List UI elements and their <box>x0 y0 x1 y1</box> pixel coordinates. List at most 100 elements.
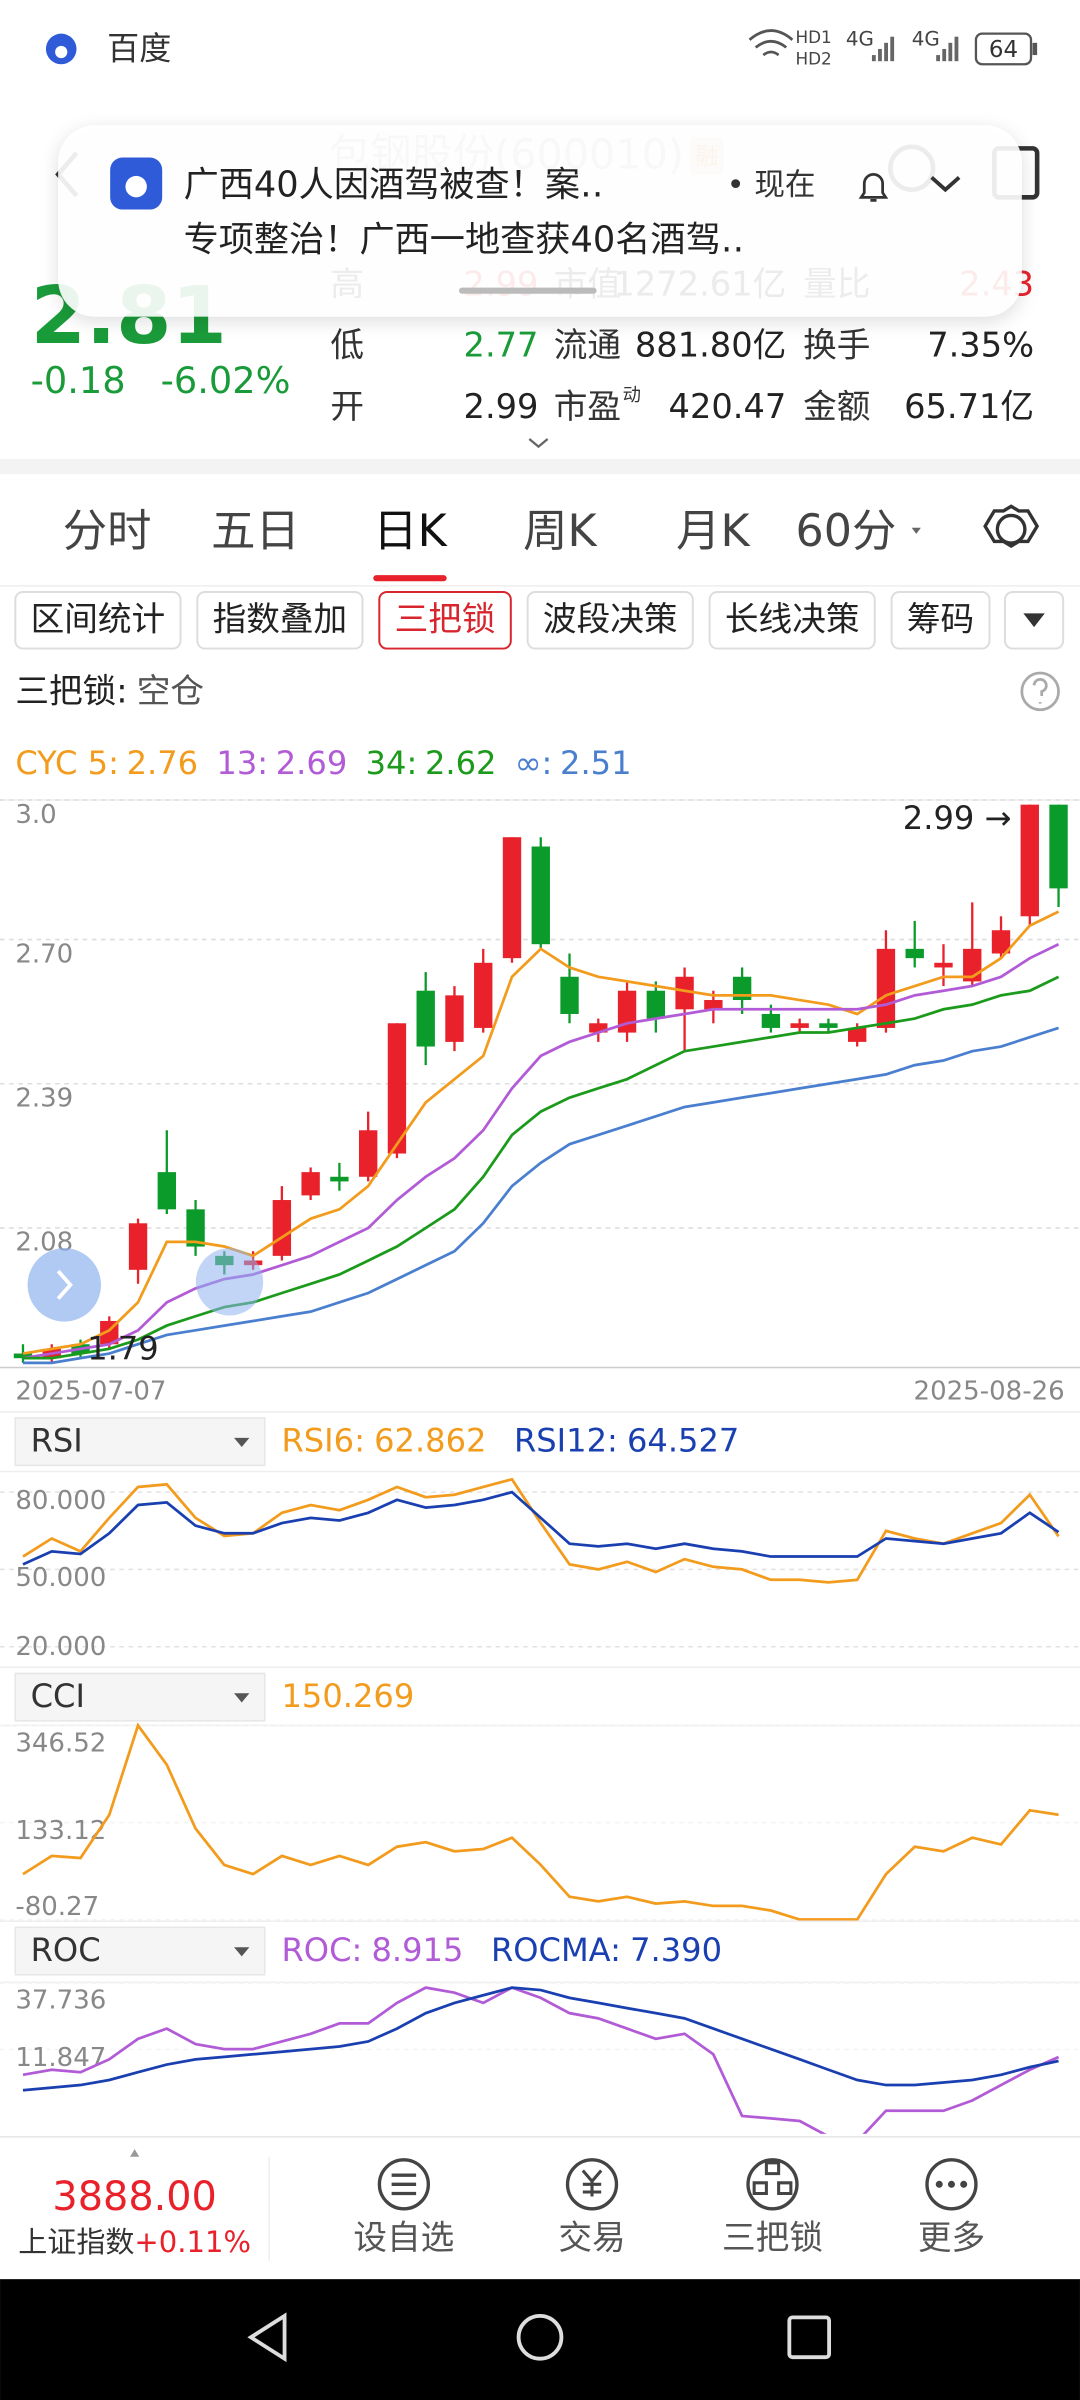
indicator-selector[interactable] <box>14 1417 266 1467</box>
legend-value: 150.269 <box>281 1677 414 1715</box>
stat-label: 换手 <box>803 326 870 365</box>
ma-line <box>22 1026 1059 1365</box>
legend-item: 13: 2.69 <box>216 744 347 782</box>
index-info: 上证指数+0.11% <box>18 2225 251 2259</box>
signal-label: 三把锁: <box>15 671 127 710</box>
float-button[interactable] <box>195 1248 264 1316</box>
candles <box>13 804 1068 1365</box>
y-tick-label: 50.000 <box>15 1563 106 1593</box>
indicator-line <box>22 1490 1060 1566</box>
candle-body <box>186 1209 205 1247</box>
tab-dropdown <box>911 527 921 534</box>
candle-body <box>301 1172 320 1196</box>
side-button-arrow <box>56 1269 73 1300</box>
candle-body <box>531 846 550 945</box>
legend-name: ∞: <box>515 744 553 782</box>
indicator-lines <box>22 1477 1060 1584</box>
legend-name: ROCMA: <box>491 1931 621 1969</box>
x-tick-label: 2025-08-26 <box>914 1376 1065 1406</box>
popup-collapse <box>930 176 961 193</box>
stat-label-sup: 动 <box>623 385 641 406</box>
signal-bar <box>884 42 888 62</box>
side-button[interactable] <box>27 1248 101 1322</box>
legend-value: 2.69 <box>276 744 348 782</box>
wifi-icon <box>748 29 794 57</box>
candle-body <box>387 1023 407 1154</box>
indicator-chip[interactable]: 指数叠加 <box>213 600 348 639</box>
stat-label: 低 <box>330 326 364 365</box>
expand-chevron <box>528 438 549 449</box>
help-icon[interactable] <box>1020 671 1060 712</box>
indicator-chip[interactable]: 长线决策 <box>725 600 860 639</box>
status-indicator: HD1 <box>795 27 831 47</box>
nav-home[interactable] <box>516 2313 564 2361</box>
nav-back[interactable] <box>247 2312 287 2363</box>
indicator-chip[interactable]: 区间统计 <box>31 600 166 639</box>
period-tab[interactable]: 五日 <box>211 506 300 557</box>
nav-icon <box>746 2158 799 2211</box>
indicator-line <box>22 1986 1059 2092</box>
nav-recent[interactable] <box>787 2315 832 2360</box>
indicator-lines <box>22 1986 1060 2134</box>
index-change: +0.11% <box>134 2225 251 2259</box>
nav-glyph <box>391 2173 417 2196</box>
candle-body <box>416 990 435 1047</box>
nav-label[interactable]: 更多 <box>918 2218 985 2257</box>
candle-body <box>330 1176 349 1182</box>
legend-item: RSI12: 64.527 <box>514 1421 739 1459</box>
candle-body <box>991 930 1011 954</box>
nav-icon <box>377 2158 431 2211</box>
period-tab[interactable]: 月K <box>676 506 751 557</box>
period-tab[interactable]: 周K <box>523 506 598 557</box>
indicator-line <box>22 1986 1060 2134</box>
y-tick-label: 37.736 <box>15 1985 106 2015</box>
legend-name: 13: <box>216 744 268 782</box>
battery-tip <box>1032 42 1038 56</box>
status-indicator: 4G <box>912 27 940 50</box>
settings-gear <box>983 504 1040 549</box>
nav-label[interactable]: 设自选 <box>353 2218 454 2257</box>
chip-box <box>526 590 694 650</box>
period-tab[interactable]: 日K <box>373 506 448 557</box>
legend-item: ROC: 8.915 <box>281 1931 463 1969</box>
period-tab[interactable]: 60分 <box>796 506 897 557</box>
legend-name: 34: <box>366 744 418 782</box>
nav-glyph <box>752 2161 793 2196</box>
indicator-chip[interactable]: 三把锁 <box>395 600 496 639</box>
candle-body <box>675 976 694 1010</box>
signal-bar <box>878 48 882 62</box>
selector-arrow <box>234 1947 250 1957</box>
indicator-selector-label: ROC <box>31 1931 101 1969</box>
period-tab[interactable]: 分时 <box>63 506 152 557</box>
stat-value: 2.77 <box>464 326 539 365</box>
legend-item: 34: 2.62 <box>366 744 497 782</box>
y-tick-label: 3.0 <box>15 800 56 830</box>
index-value[interactable]: 3888.00 <box>52 2174 216 2220</box>
app-icon-dot <box>55 45 68 59</box>
y-tick-label: 346.52 <box>15 1728 106 1758</box>
change-pct: -6.02% <box>161 359 291 402</box>
indicator-selector[interactable] <box>14 1672 266 1722</box>
nav-glyph-dot <box>935 2180 943 2188</box>
indicator-chip[interactable]: 筹码 <box>907 600 974 639</box>
indicator-selector[interactable] <box>14 1926 266 1976</box>
candle-body <box>157 1172 176 1210</box>
popup-app-icon-face <box>125 175 147 198</box>
candle-body <box>474 962 493 1028</box>
signal-bar <box>890 36 895 62</box>
bell-icon <box>858 173 889 202</box>
battery <box>974 32 1033 66</box>
nav-label[interactable]: 交易 <box>558 2218 625 2257</box>
signal-bar <box>936 55 940 62</box>
chip-box <box>196 590 364 650</box>
indicator-chip[interactable]: 波段决策 <box>543 600 678 639</box>
nav-label[interactable]: 三把锁 <box>722 2218 823 2257</box>
indicator-lines <box>22 1722 1059 1921</box>
candle-body <box>589 1023 608 1033</box>
signal-bar <box>948 42 953 62</box>
legend-value: 2.62 <box>425 744 497 782</box>
legend-item: CYC 5: 2.76 <box>15 744 198 782</box>
notification-title: 广西40人因酒驾被查！案‥ <box>184 165 604 206</box>
